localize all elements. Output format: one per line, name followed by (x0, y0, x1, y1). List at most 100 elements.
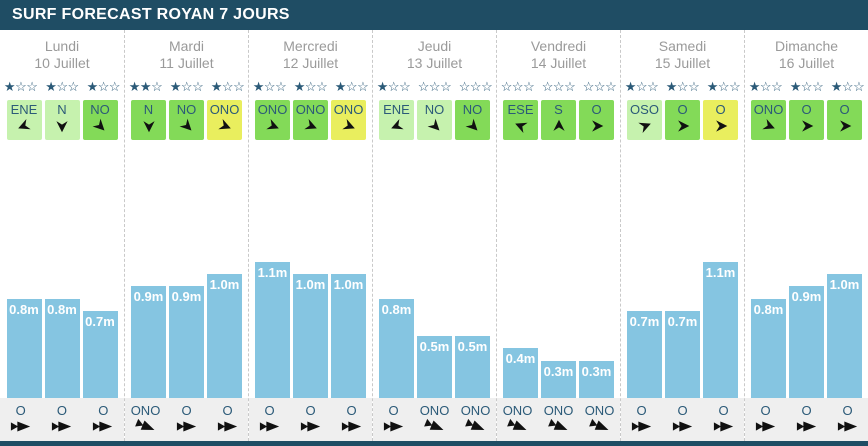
swell-cell: O (331, 403, 372, 441)
day-header[interactable]: Mardi 11 Juillet (125, 30, 248, 74)
star-rating: ★★☆ (128, 79, 163, 94)
wave-height-value: 1.1m (257, 265, 288, 280)
star-rating: ☆☆☆ (458, 79, 493, 94)
day-name: Vendredi (530, 38, 587, 54)
wave-height-value: 0.8m (381, 302, 412, 317)
swell-row: O O O (621, 398, 744, 441)
swell-direction-label: O (222, 403, 233, 418)
wind-direction-arrow-icon (55, 119, 69, 133)
swell-row: ONO O O (125, 398, 248, 441)
swell-direction-label: O (346, 403, 357, 418)
day-header[interactable]: Jeudi 13 Juillet (373, 30, 496, 74)
wave-height-value: 0.8m (9, 302, 39, 317)
wind-direction-arrow-icon (179, 118, 194, 133)
swell-direction-arrow-icon (745, 420, 786, 433)
wave-height-bar: 0.3m (541, 361, 576, 398)
swell-direction-arrow-icon (538, 418, 579, 433)
wind-cell: OSO (627, 100, 662, 140)
star-rating: ★☆☆ (665, 79, 700, 94)
swell-direction-label: O (718, 403, 729, 418)
wind-direction-label: S (554, 102, 563, 117)
star-rating: ☆☆☆ (582, 79, 617, 94)
wind-direction-arrow-icon (142, 119, 156, 133)
swell-row: O O O (0, 398, 124, 441)
swell-direction-arrow-icon (41, 420, 82, 433)
wave-height-bar: 0.5m (417, 336, 452, 398)
wave-height-chart: 0.8m 0.9m 1.0m (745, 140, 868, 398)
wind-direction-label: ONO (753, 102, 784, 117)
wave-height-chart: 0.7m 0.7m 1.1m (621, 140, 744, 398)
wind-direction-label: ENE (10, 102, 38, 117)
star-rating: ★☆☆ (748, 79, 783, 94)
wave-height-value: 0.5m (419, 339, 450, 354)
wind-direction-arrow-icon (590, 119, 604, 133)
wave-height-value: 0.9m (791, 289, 822, 304)
day-name: Mercredi (283, 38, 338, 54)
day-header[interactable]: Mercredi 12 Juillet (249, 30, 372, 74)
swell-cell: O (207, 403, 248, 441)
wind-direction-label: NO (462, 102, 483, 117)
wind-cell: NO (169, 100, 204, 140)
wave-height-value: 0.9m (171, 289, 202, 304)
wind-cell: NO (82, 100, 118, 140)
wind-cell: S (541, 100, 576, 140)
day-header[interactable]: Samedi 15 Juillet (621, 30, 744, 74)
wind-direction-arrow-icon (217, 118, 232, 133)
star-rating: ☆☆☆ (500, 79, 535, 94)
day-header[interactable]: Vendredi 14 Juillet (497, 30, 620, 74)
swell-direction-label: O (305, 403, 316, 418)
wave-height-value: 1.1m (705, 265, 736, 280)
forecast-columns: Lundi 10 Juillet ★☆☆ ★☆☆ ★☆☆ ENE N NO (0, 30, 868, 441)
wave-height-bar: 0.8m (751, 299, 786, 398)
wave-height-value: 0.7m (85, 314, 115, 329)
wind-cell: ENE (6, 100, 42, 140)
wind-cell: NO (417, 100, 452, 140)
swell-cell: O (249, 403, 290, 441)
day-name: Mardi (168, 38, 204, 54)
wind-direction-arrow-icon (637, 119, 652, 134)
wind-cell: ONO (207, 100, 242, 140)
swell-direction-arrow-icon (786, 420, 827, 433)
day-name: Lundi (44, 38, 80, 54)
wind-direction-arrow-icon (390, 118, 404, 133)
wind-cell: ESE (503, 100, 538, 140)
wind-direction-arrow-icon (552, 119, 566, 133)
swell-cell: O (662, 403, 703, 441)
swell-direction-arrow-icon (414, 418, 455, 433)
wind-direction-label: O (839, 102, 850, 117)
swell-cell: ONO (414, 403, 455, 441)
swell-direction-arrow-icon (0, 420, 41, 433)
star-ratings-row: ★☆☆ ☆☆☆ ☆☆☆ (373, 74, 496, 100)
wave-height-value: 0.3m (581, 364, 612, 379)
widget-title[interactable]: SURF FORECAST ROYAN 7 JOURS (0, 0, 868, 30)
day-name: Samedi (658, 38, 707, 54)
wave-height-value: 1.0m (829, 277, 860, 292)
wind-cell: O (827, 100, 862, 140)
wind-direction-label: N (143, 102, 154, 117)
wind-cell: ONO (255, 100, 290, 140)
swell-cell: O (621, 403, 662, 441)
day-header[interactable]: Dimanche 16 Juillet (745, 30, 868, 74)
star-ratings-row: ☆☆☆ ☆☆☆ ☆☆☆ (497, 74, 620, 100)
swell-direction-label: O (388, 403, 399, 418)
wind-direction-label: O (677, 102, 688, 117)
swell-direction-arrow-icon (83, 420, 124, 433)
day-column: Samedi 15 Juillet ★☆☆ ★☆☆ ★☆☆ OSO O O (620, 30, 744, 441)
wind-direction-label: N (57, 102, 67, 117)
wind-row: ESE S O (497, 100, 620, 140)
day-column: Lundi 10 Juillet ★☆☆ ★☆☆ ★☆☆ ENE N NO (0, 30, 124, 441)
wind-cell: N (44, 100, 80, 140)
day-date: 10 Juillet (34, 55, 90, 71)
bottom-border-bar (0, 441, 868, 446)
day-header[interactable]: Lundi 10 Juillet (0, 30, 124, 74)
wind-direction-label: ENE (383, 102, 410, 117)
wave-height-bar: 0.9m (169, 286, 204, 398)
swell-direction-label: O (264, 403, 275, 418)
wave-height-value: 0.5m (457, 339, 488, 354)
wave-height-bar: 0.7m (82, 311, 118, 398)
star-rating: ★☆☆ (789, 79, 824, 94)
star-rating: ★☆☆ (45, 79, 79, 94)
wave-height-bar: 0.8m (6, 299, 42, 398)
wind-cell: O (665, 100, 700, 140)
